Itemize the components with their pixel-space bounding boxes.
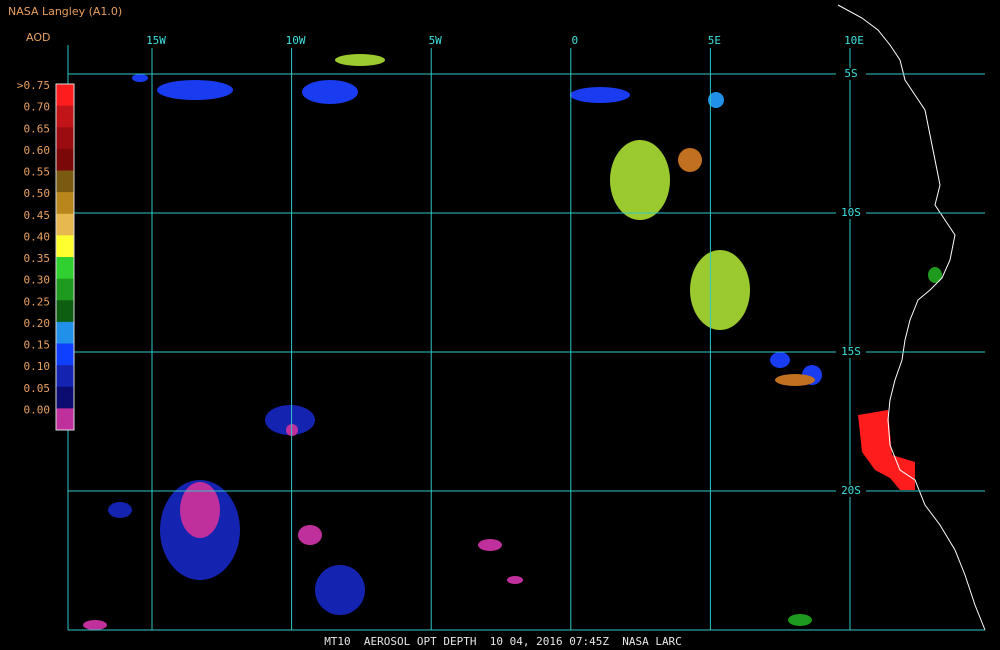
colorbar-swatch bbox=[56, 365, 74, 388]
colorbar-label: 0.05 bbox=[24, 382, 51, 395]
aerosol-blobs bbox=[83, 54, 942, 630]
latitude-label-bg bbox=[836, 485, 866, 497]
colorbar-swatch bbox=[56, 148, 74, 171]
longitude-label: 0 bbox=[571, 34, 578, 47]
colorbar-swatch bbox=[56, 300, 74, 323]
colorbar-label: 0.55 bbox=[24, 166, 51, 179]
colorbar: >0.75 0.70 0.65 0.60 0.55 0.50 0.45 0.40 0.35 0.3… bbox=[17, 79, 75, 431]
colorbar-swatch bbox=[56, 278, 74, 301]
coastline bbox=[837, 4, 986, 631]
latitude-label-bg bbox=[836, 207, 866, 219]
colorbar-swatch bbox=[56, 170, 74, 193]
colorbar-label: 0.00 bbox=[24, 403, 51, 416]
latitude-label: 20S bbox=[841, 484, 861, 497]
colorbar-swatch bbox=[56, 386, 74, 409]
latitude-label: 15S bbox=[841, 345, 861, 358]
colorbar-swatch bbox=[56, 192, 74, 215]
latitude-label-bg bbox=[836, 68, 866, 80]
colorbar-label: 0.10 bbox=[24, 360, 51, 373]
colorbar-label: 0.50 bbox=[24, 187, 51, 200]
header-variable: AOD bbox=[26, 31, 50, 44]
colorbar-label: 0.70 bbox=[24, 101, 51, 114]
longitude-label: 10E bbox=[844, 34, 864, 47]
longitude-label: 10W bbox=[286, 34, 306, 47]
colorbar-label: 0.35 bbox=[24, 252, 51, 265]
latitude-label-bg bbox=[836, 346, 866, 358]
latitude-label: 5S bbox=[844, 67, 857, 80]
colorbar-swatch bbox=[56, 213, 74, 236]
colorbar-border bbox=[55, 83, 75, 431]
colorbar-label: 0.40 bbox=[24, 230, 51, 243]
colorbar-swatch bbox=[56, 105, 74, 128]
colorbar-swatch bbox=[56, 84, 74, 107]
latitude-label: 10S bbox=[841, 206, 861, 219]
colorbar-swatch bbox=[56, 257, 74, 280]
colorbar-swatch bbox=[56, 321, 74, 344]
colorbar-label: 0.30 bbox=[24, 274, 51, 287]
colorbar-label: 0.65 bbox=[24, 122, 51, 135]
colorbar-label: 0.15 bbox=[24, 339, 51, 352]
colorbar-swatch bbox=[56, 408, 74, 431]
longitude-label: 15W bbox=[146, 34, 166, 47]
colorbar-label: 0.45 bbox=[24, 209, 51, 222]
colorbar-label: 0.25 bbox=[24, 295, 51, 308]
colorbar-swatch bbox=[56, 127, 74, 150]
longitude-label: 5W bbox=[429, 34, 443, 47]
longitude-label: 5E bbox=[708, 34, 721, 47]
colorbar-swatch bbox=[56, 343, 74, 366]
colorbar-label: 0.60 bbox=[24, 144, 51, 157]
header-title: NASA Langley (A1.0) bbox=[8, 5, 122, 18]
colorbar-swatch bbox=[56, 235, 74, 258]
footer: MT10 AEROSOL OPT DEPTH 10 04, 2016 07:45… bbox=[324, 635, 682, 648]
colorbar-label: 0.20 bbox=[24, 317, 51, 330]
graticule: 15W 10W 5W 0 5E 10E 5S 10S 15S 20S bbox=[67, 34, 985, 631]
colorbar-label: >0.75 bbox=[17, 79, 50, 92]
